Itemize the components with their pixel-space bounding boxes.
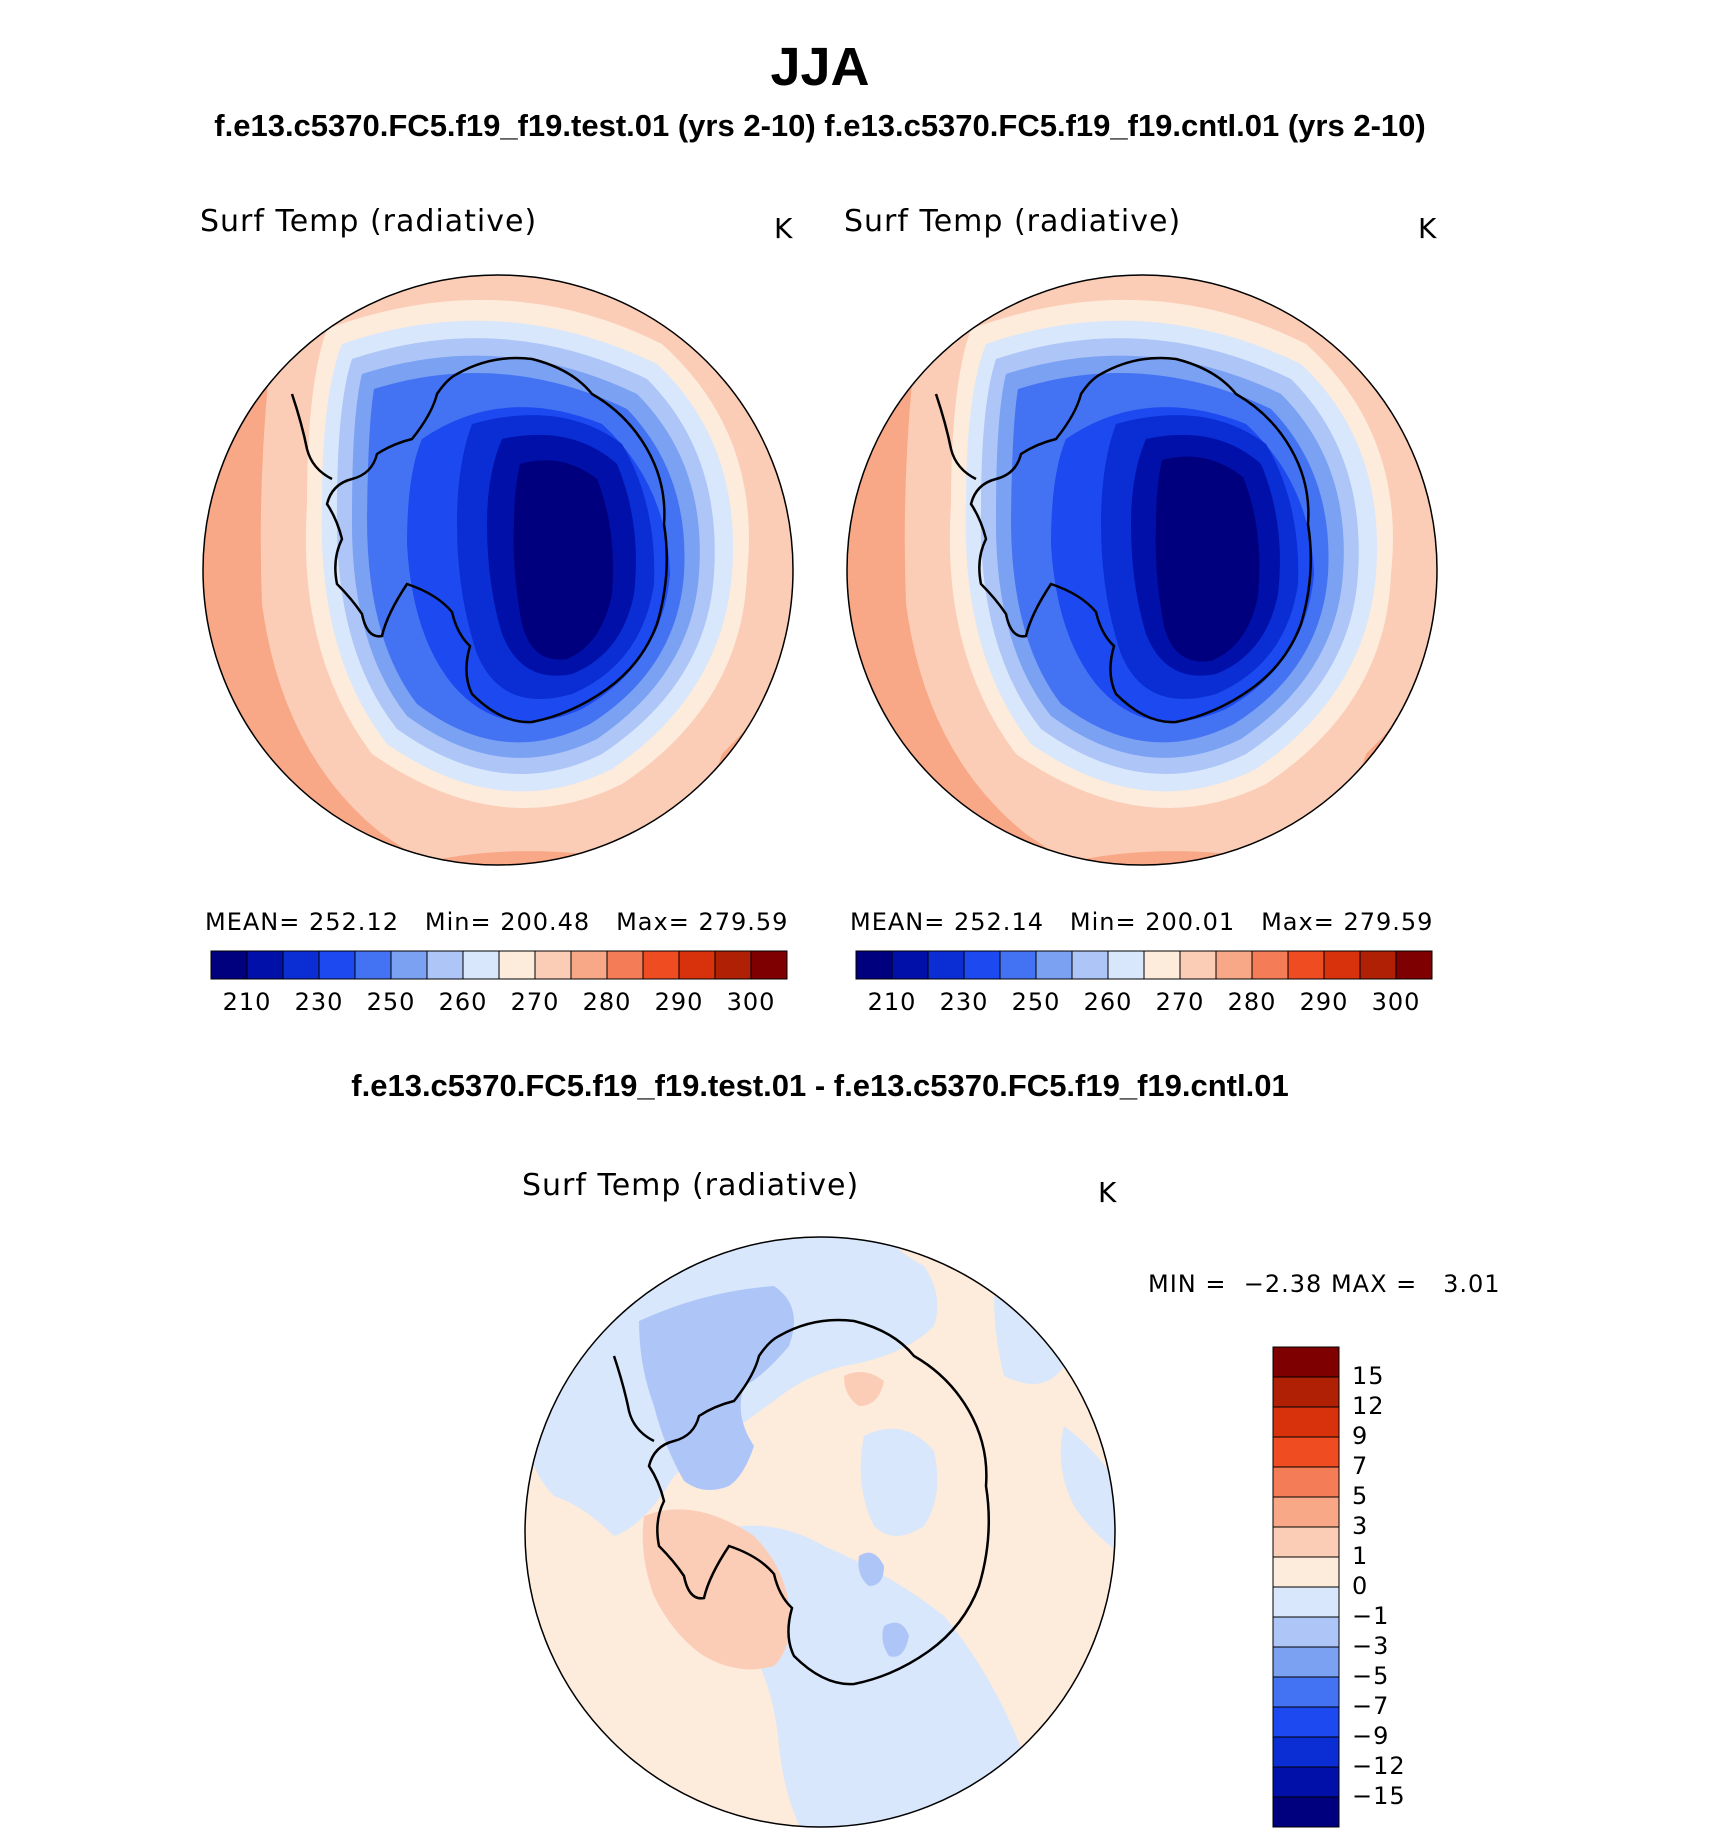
diff-min-max: MIN = −2.38 MAX = 3.01	[1148, 1270, 1501, 1298]
colorbar-swatch	[1272, 1526, 1340, 1558]
colorbar-swatch	[1272, 1706, 1340, 1738]
colorbar-swatch	[1323, 950, 1361, 980]
colorbar-swatch	[1272, 1376, 1340, 1408]
colorbar-swatch	[1035, 950, 1073, 980]
colorbar-swatch	[927, 950, 965, 980]
colorbar-tick-label: 0	[1352, 1572, 1369, 1600]
colorbar-tick-label: −3	[1352, 1632, 1390, 1660]
colorbar-swatch	[1272, 1346, 1340, 1378]
colorbar-swatch	[714, 950, 752, 980]
colorbar-swatch	[1071, 950, 1109, 980]
colorbar-swatch	[354, 950, 392, 980]
colorbar-swatch	[246, 950, 284, 980]
colorbar-swatch	[1395, 950, 1433, 980]
colorbar-swatch	[1272, 1676, 1340, 1708]
colorbar-swatch	[855, 950, 893, 980]
colorbar-tick-label: 250	[1011, 988, 1061, 1016]
colorbar-swatch	[1272, 1496, 1340, 1528]
diff-panel-unit: K	[1098, 1176, 1118, 1209]
colorbar-swatch	[318, 950, 356, 980]
left-polar-map	[202, 274, 794, 866]
colorbar-tick-label: 5	[1352, 1482, 1369, 1510]
colorbar-swatch	[1359, 950, 1397, 980]
colorbar-tick-label: 300	[1371, 988, 1421, 1016]
colorbar-tick-label: 210	[867, 988, 917, 1016]
left-panel-stats: MEAN= 252.12 Min= 200.48 Max= 279.59	[205, 908, 789, 936]
right-panel-stats: MEAN= 252.14 Min= 200.01 Max= 279.59	[850, 908, 1434, 936]
colorbar-tick-label: 15	[1352, 1362, 1385, 1390]
colorbar-tick-label: 280	[582, 988, 632, 1016]
colorbar-tick-label: 230	[939, 988, 989, 1016]
colorbar-tick-label: 3	[1352, 1512, 1369, 1540]
colorbar-swatch	[678, 950, 716, 980]
right-panel-label: Surf Temp (radiative)	[844, 204, 1182, 239]
colorbar-swatch	[1107, 950, 1145, 980]
colorbar-swatch	[210, 950, 248, 980]
colorbar-swatch	[570, 950, 608, 980]
colorbar-swatch	[1215, 950, 1253, 980]
difference-title: f.e13.c5370.FC5.f19_f19.test.01 - f.e13.…	[351, 1068, 1289, 1103]
colorbar-swatch	[1272, 1436, 1340, 1468]
colorbar-swatch	[1179, 950, 1217, 980]
colorbar-tick-label: 270	[510, 988, 560, 1016]
right-polar-map	[846, 274, 1438, 866]
colorbar-swatch	[750, 950, 788, 980]
colorbar-swatch	[1272, 1556, 1340, 1588]
colorbar-swatch	[1272, 1796, 1340, 1828]
colorbar-swatch	[1287, 950, 1325, 980]
colorbar-swatch	[1272, 1736, 1340, 1768]
colorbar-tick-label: 1	[1352, 1542, 1369, 1570]
left-panel-unit: K	[774, 212, 794, 245]
colorbar-tick-label: −12	[1352, 1752, 1406, 1780]
colorbar-swatch	[534, 950, 572, 980]
colorbar-tick-label: 260	[438, 988, 488, 1016]
colorbar-swatch	[1272, 1616, 1340, 1648]
colorbar-swatch	[1272, 1646, 1340, 1678]
colorbar-tick-label: 260	[1083, 988, 1133, 1016]
colorbar-tick-label: −5	[1352, 1662, 1390, 1690]
colorbar-swatch	[963, 950, 1001, 980]
colorbar-swatch	[891, 950, 929, 980]
colorbar-swatch	[1272, 1766, 1340, 1798]
colorbar-swatch	[1272, 1466, 1340, 1498]
colorbar-swatch	[642, 950, 680, 980]
colorbar-swatch	[1272, 1406, 1340, 1438]
colorbar-swatch	[498, 950, 536, 980]
colorbar-swatch	[606, 950, 644, 980]
difference-colorbar	[1272, 1346, 1340, 1828]
colorbar-tick-label: −1	[1352, 1602, 1390, 1630]
colorbar-swatch	[999, 950, 1037, 980]
colorbar-swatch	[1143, 950, 1181, 980]
colorbar-tick-label: −7	[1352, 1692, 1390, 1720]
figure-title: JJA	[770, 37, 870, 97]
colorbar-swatch	[282, 950, 320, 980]
colorbar-tick-label: 270	[1155, 988, 1205, 1016]
right-colorbar	[855, 950, 1433, 980]
colorbar-tick-label: 300	[726, 988, 776, 1016]
left-colorbar	[210, 950, 788, 980]
figure-subtitle: f.e13.c5370.FC5.f19_f19.test.01 (yrs 2-1…	[214, 108, 1426, 143]
colorbar-tick-label: 12	[1352, 1392, 1385, 1420]
left-panel-label: Surf Temp (radiative)	[200, 204, 538, 239]
colorbar-tick-label: 250	[366, 988, 416, 1016]
colorbar-swatch	[390, 950, 428, 980]
colorbar-tick-label: 280	[1227, 988, 1277, 1016]
diff-panel-label: Surf Temp (radiative)	[522, 1168, 860, 1203]
right-panel-unit: K	[1418, 212, 1438, 245]
colorbar-tick-label: 210	[222, 988, 272, 1016]
colorbar-tick-label: −9	[1352, 1722, 1390, 1750]
colorbar-tick-label: 9	[1352, 1422, 1369, 1450]
difference-polar-map	[524, 1236, 1116, 1828]
colorbar-swatch	[1272, 1586, 1340, 1618]
colorbar-tick-label: 7	[1352, 1452, 1369, 1480]
colorbar-swatch	[462, 950, 500, 980]
colorbar-tick-label: 290	[654, 988, 704, 1016]
colorbar-swatch	[426, 950, 464, 980]
colorbar-tick-label: 230	[294, 988, 344, 1016]
colorbar-swatch	[1251, 950, 1289, 980]
colorbar-tick-label: 290	[1299, 988, 1349, 1016]
colorbar-tick-label: −15	[1352, 1782, 1406, 1810]
